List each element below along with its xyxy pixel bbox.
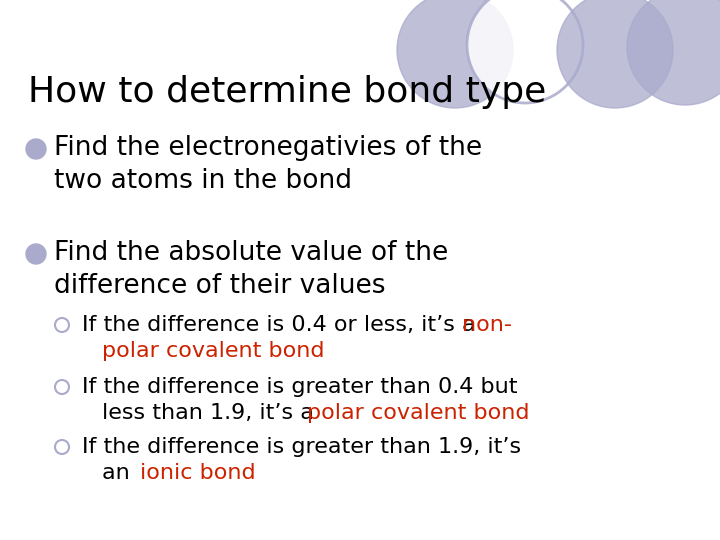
- Circle shape: [55, 318, 69, 332]
- Circle shape: [557, 0, 673, 108]
- Text: How to determine bond type: How to determine bond type: [28, 75, 546, 109]
- Text: non-: non-: [462, 315, 512, 335]
- Circle shape: [627, 0, 720, 105]
- Text: less than 1.9, it’s a: less than 1.9, it’s a: [102, 403, 321, 423]
- Circle shape: [26, 139, 46, 159]
- Text: Find the electronegativies of the
two atoms in the bond: Find the electronegativies of the two at…: [54, 135, 482, 194]
- Text: ionic bond: ionic bond: [140, 463, 256, 483]
- Circle shape: [55, 440, 69, 454]
- Text: If the difference is 0.4 or less, it’s a: If the difference is 0.4 or less, it’s a: [82, 315, 482, 335]
- Text: an: an: [102, 463, 137, 483]
- Circle shape: [26, 244, 46, 264]
- Text: polar covalent bond: polar covalent bond: [307, 403, 529, 423]
- Text: If the difference is greater than 1.9, it’s: If the difference is greater than 1.9, i…: [82, 437, 521, 457]
- Circle shape: [55, 380, 69, 394]
- Text: polar covalent bond: polar covalent bond: [102, 341, 325, 361]
- Circle shape: [467, 0, 583, 103]
- Circle shape: [397, 0, 513, 108]
- Text: If the difference is greater than 0.4 but: If the difference is greater than 0.4 bu…: [82, 377, 518, 397]
- Text: Find the absolute value of the
difference of their values: Find the absolute value of the differenc…: [54, 240, 449, 299]
